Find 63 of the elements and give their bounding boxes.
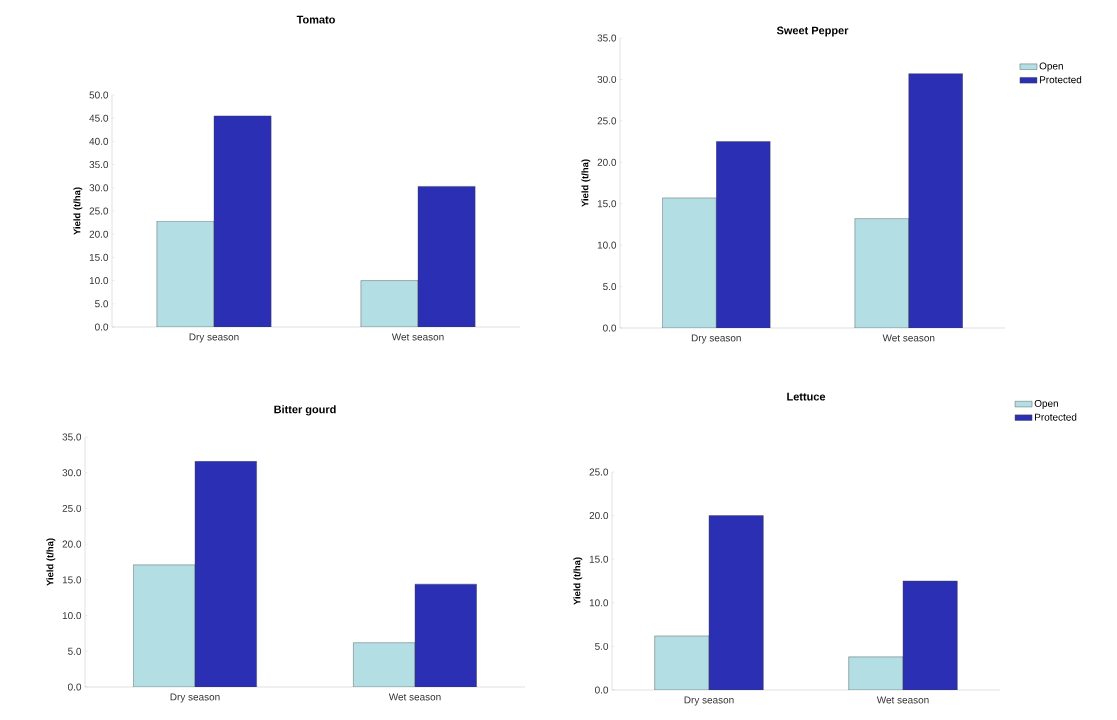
y-tick-label: 0.0 — [95, 323, 109, 331]
y-tick-label: 10.0 — [62, 612, 82, 620]
bar — [848, 656, 904, 690]
y-tick-label: 10.0 — [597, 241, 617, 249]
chart-title: Sweet Pepper — [776, 26, 849, 37]
bar — [654, 635, 710, 690]
y-tick-label: 20.0 — [89, 230, 109, 238]
y-tick-label: 15.0 — [597, 200, 617, 208]
y-tick-label: 10.0 — [89, 277, 109, 285]
y-tick-label: 20.0 — [62, 540, 82, 548]
legend-label: Open — [1034, 399, 1058, 409]
x-tick-label: Dry season — [170, 693, 220, 703]
y-tick-label: 30.0 — [62, 469, 82, 477]
y-tick-label: 35.0 — [89, 161, 109, 169]
y-tick-label: 5.0 — [603, 283, 617, 291]
bar — [902, 580, 958, 690]
y-tick-label: 35.0 — [597, 34, 617, 42]
bar — [133, 564, 196, 687]
x-tick-label: Dry season — [189, 333, 239, 343]
y-tick-label: 25.0 — [589, 468, 609, 476]
x-tick-label: Wet season — [391, 333, 444, 341]
y-tick-label: 5.0 — [68, 647, 82, 655]
y-axis-title: Yield (t/ha) — [46, 538, 56, 586]
legend-label: Open — [1039, 62, 1063, 72]
y-tick-label: 15.0 — [589, 555, 609, 563]
y-tick-label: 35.0 — [62, 433, 82, 441]
y-tick-label: 20.0 — [597, 158, 617, 166]
y-tick-label: 40.0 — [89, 137, 109, 145]
bar — [708, 515, 764, 690]
y-tick-label: 10.0 — [589, 599, 609, 607]
y-tick-label: 25.0 — [597, 117, 617, 125]
y-axis-title: Yield (t/ha) — [573, 557, 583, 605]
y-axis-title: Yield (t/ha) — [73, 187, 83, 235]
x-tick-label: Dry season — [684, 696, 734, 706]
bar — [213, 115, 272, 327]
y-tick-label: 30.0 — [597, 75, 617, 83]
x-tick-label: Dry season — [691, 334, 741, 344]
y-tick-label: 15.0 — [89, 253, 109, 261]
y-tick-label: 0.0 — [603, 324, 617, 332]
chart-title: Tomato — [296, 15, 335, 24]
y-axis-title: Yield (t/ha) — [581, 159, 591, 207]
y-tick-label: 5.0 — [95, 300, 109, 308]
y-tick-label: 0.0 — [595, 686, 609, 694]
x-tick-label: Wet season — [876, 696, 929, 704]
legend-label: Protected — [1035, 413, 1077, 421]
chart-title: Lettuce — [787, 392, 826, 401]
y-tick-label: 50.0 — [89, 91, 109, 99]
y-tick-label: 30.0 — [89, 184, 109, 192]
bar — [194, 461, 257, 687]
bar — [353, 642, 416, 687]
x-tick-label: Wet season — [882, 334, 935, 342]
x-tick-label: Wet season — [388, 693, 441, 701]
y-tick-label: 20.0 — [589, 512, 609, 520]
legend-label: Protected — [1039, 75, 1082, 84]
bar — [417, 186, 476, 327]
y-tick-label: 15.0 — [62, 576, 82, 584]
y-tick-label: 5.0 — [595, 642, 609, 650]
y-tick-label: 25.0 — [89, 207, 109, 215]
y-tick-label: 45.0 — [89, 114, 109, 122]
y-tick-label: 0.0 — [68, 683, 82, 691]
chart-title: Bitter gourd — [274, 405, 336, 416]
y-tick-label: 25.0 — [62, 504, 82, 512]
bar — [414, 583, 477, 687]
